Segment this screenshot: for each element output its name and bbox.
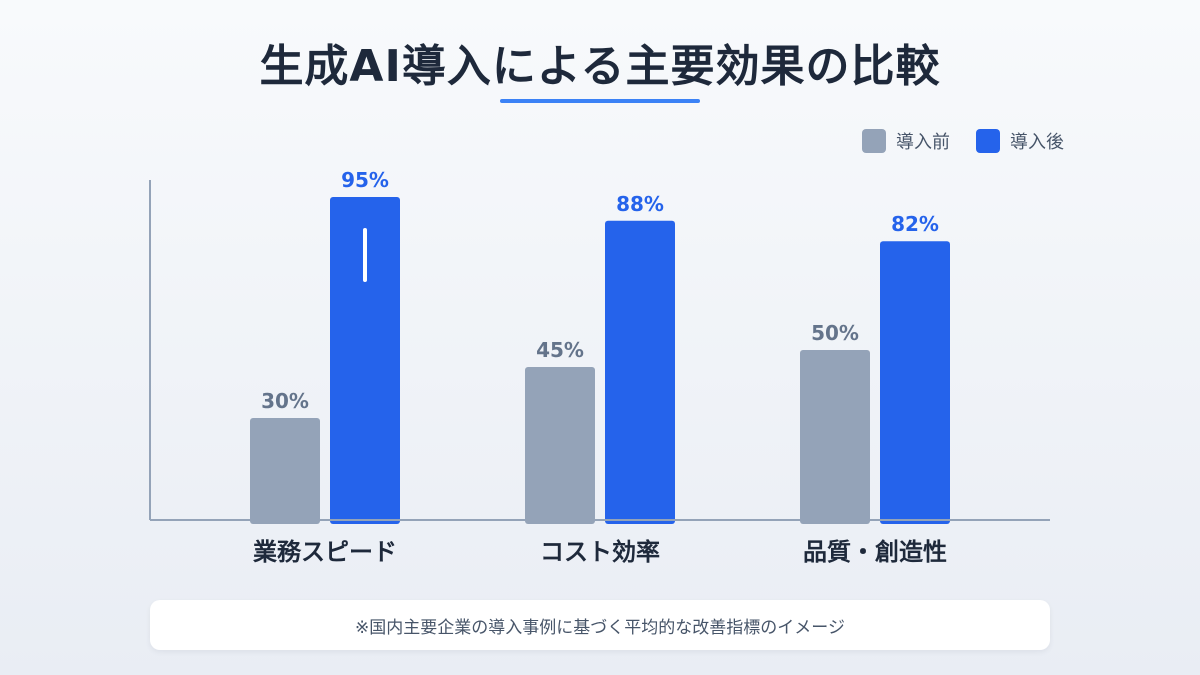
legend-label-before: 導入前 bbox=[896, 132, 950, 153]
bar-after-3 bbox=[880, 241, 950, 524]
page-title: 生成AI導入による主要効果の比較 bbox=[259, 41, 941, 92]
bar-chart: 30% 95% 業務スピード 45% 88% コスト効率 50% 82% 品質・創造性 bbox=[149, 168, 1050, 566]
title-underline bbox=[500, 99, 700, 103]
category-label-1: 業務スピード bbox=[253, 538, 397, 566]
data-label-after-2: 88% bbox=[616, 192, 664, 216]
data-label-before-1: 30% bbox=[261, 389, 309, 413]
legend-item-after: 導入後 bbox=[976, 128, 1064, 154]
data-label-after-1: 95% bbox=[341, 168, 389, 192]
data-label-before-3: 50% bbox=[811, 321, 859, 345]
bar-before-3 bbox=[800, 350, 870, 524]
footnote-text: ※国内主要企業の導入事例に基づく平均的な改善指標のイメージ bbox=[355, 617, 845, 638]
legend-item-before: 導入前 bbox=[862, 128, 950, 154]
bar-after-1 bbox=[330, 197, 400, 524]
legend-label-after: 導入後 bbox=[1010, 132, 1064, 153]
bar-before-2 bbox=[525, 367, 595, 524]
category-label-2: コスト効率 bbox=[540, 538, 660, 566]
bar-after-2 bbox=[605, 220, 675, 525]
footnote-box: ※国内主要企業の導入事例に基づく平均的な改善指標のイメージ bbox=[150, 600, 1050, 650]
category-label-3: 品質・創造性 bbox=[803, 538, 947, 566]
data-label-before-2: 45% bbox=[536, 338, 584, 362]
legend-swatch-after bbox=[976, 129, 1000, 153]
data-label-after-3: 82% bbox=[891, 212, 939, 236]
chart-legend: 導入前 導入後 bbox=[862, 128, 1064, 154]
legend-swatch-before bbox=[862, 129, 886, 153]
bar-before-1 bbox=[250, 418, 320, 524]
